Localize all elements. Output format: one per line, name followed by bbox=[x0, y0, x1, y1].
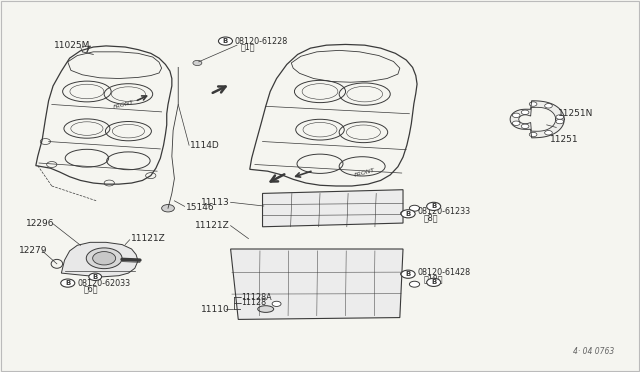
Circle shape bbox=[218, 37, 232, 45]
Circle shape bbox=[521, 110, 529, 115]
Circle shape bbox=[427, 202, 441, 211]
Circle shape bbox=[556, 115, 564, 119]
Text: （8）: （8） bbox=[424, 214, 438, 223]
Circle shape bbox=[401, 271, 410, 276]
Text: 08120-61233: 08120-61233 bbox=[417, 208, 470, 217]
Text: 11121Z: 11121Z bbox=[131, 234, 166, 243]
Ellipse shape bbox=[258, 306, 274, 312]
Circle shape bbox=[89, 273, 102, 280]
Text: 08120-61228: 08120-61228 bbox=[234, 36, 287, 46]
Circle shape bbox=[162, 205, 174, 212]
Text: 12296: 12296 bbox=[26, 219, 55, 228]
Circle shape bbox=[410, 281, 420, 287]
Circle shape bbox=[272, 301, 281, 307]
Circle shape bbox=[556, 119, 564, 124]
Text: 11251N: 11251N bbox=[557, 109, 593, 118]
Text: B: B bbox=[93, 274, 98, 280]
Circle shape bbox=[529, 132, 537, 137]
Text: B: B bbox=[406, 211, 411, 217]
Text: FRONT: FRONT bbox=[113, 100, 134, 110]
Circle shape bbox=[545, 131, 552, 135]
Text: （18）: （18） bbox=[424, 274, 443, 283]
Text: B: B bbox=[431, 279, 436, 285]
Text: B: B bbox=[406, 271, 411, 277]
Text: 11025M: 11025M bbox=[54, 41, 90, 51]
Circle shape bbox=[513, 113, 520, 118]
Text: 08120-62033: 08120-62033 bbox=[77, 279, 131, 288]
Text: 11110: 11110 bbox=[200, 305, 229, 314]
Circle shape bbox=[401, 210, 415, 218]
Circle shape bbox=[521, 124, 529, 128]
Polygon shape bbox=[262, 190, 403, 227]
Text: FRONT: FRONT bbox=[354, 168, 376, 178]
Text: 1114D: 1114D bbox=[190, 141, 220, 151]
Polygon shape bbox=[510, 101, 564, 138]
Text: 11128: 11128 bbox=[241, 298, 267, 307]
Circle shape bbox=[401, 270, 415, 278]
Text: B: B bbox=[65, 280, 70, 286]
Text: 08120-61428: 08120-61428 bbox=[417, 268, 470, 277]
Text: B: B bbox=[223, 38, 228, 44]
Text: 11113: 11113 bbox=[200, 198, 229, 207]
Circle shape bbox=[513, 121, 520, 125]
Text: 11251: 11251 bbox=[550, 135, 579, 144]
Polygon shape bbox=[230, 249, 403, 320]
Text: B: B bbox=[431, 203, 436, 209]
Polygon shape bbox=[61, 242, 138, 277]
Text: （6）: （6） bbox=[84, 285, 98, 294]
Text: 4· 04 0763: 4· 04 0763 bbox=[573, 347, 614, 356]
Text: 15146: 15146 bbox=[186, 203, 214, 212]
Circle shape bbox=[193, 60, 202, 65]
Circle shape bbox=[410, 205, 420, 211]
Text: 12279: 12279 bbox=[19, 246, 47, 255]
Circle shape bbox=[401, 211, 410, 216]
Circle shape bbox=[545, 103, 552, 108]
Circle shape bbox=[86, 248, 122, 269]
Text: 11121Z: 11121Z bbox=[195, 221, 229, 230]
Circle shape bbox=[93, 251, 116, 265]
Text: 11128A: 11128A bbox=[241, 293, 272, 302]
Circle shape bbox=[61, 279, 75, 287]
Circle shape bbox=[529, 102, 537, 106]
Text: 〈1〉: 〈1〉 bbox=[241, 42, 255, 51]
Circle shape bbox=[427, 278, 441, 286]
